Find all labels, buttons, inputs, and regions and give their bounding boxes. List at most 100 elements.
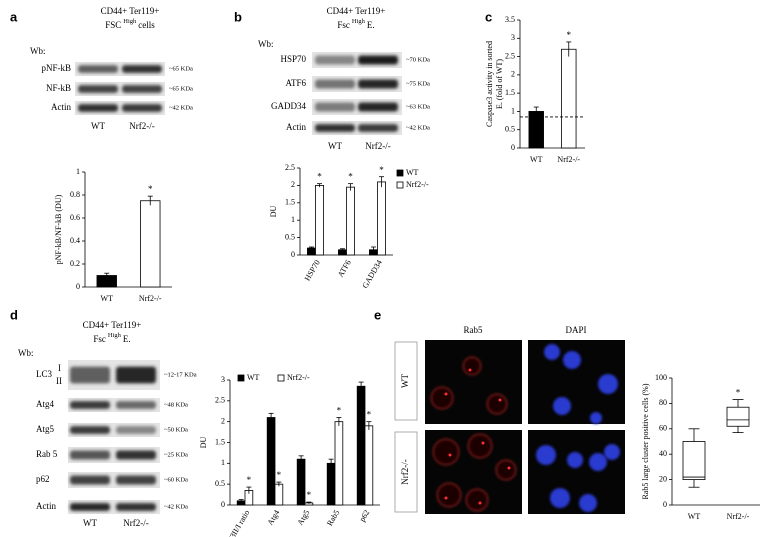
y-tick-label: 20 bbox=[659, 474, 667, 483]
blot-row-label: NF-kB bbox=[46, 83, 71, 93]
box bbox=[682, 441, 706, 480]
dapi-nucleus bbox=[590, 412, 602, 424]
blot-band bbox=[70, 475, 110, 485]
blot-row-label: Actin bbox=[286, 122, 306, 132]
blot-kda-label: ~42 KDa bbox=[406, 124, 430, 131]
y-tick-label: 2 bbox=[221, 416, 225, 425]
y-tick-label: 3.5 bbox=[505, 15, 515, 24]
blot-kda-label: ~75 KDa bbox=[406, 80, 430, 87]
bar bbox=[140, 200, 161, 288]
y-tick-label: 80 bbox=[659, 398, 667, 407]
dapi-nucleus bbox=[579, 494, 597, 512]
blot-band bbox=[315, 55, 355, 65]
bar bbox=[315, 184, 324, 256]
x-tick-label: Atg5 bbox=[296, 508, 312, 526]
legend-label: Nrf2-/- bbox=[406, 180, 429, 189]
header-line: CD44+ Ter119+ bbox=[101, 6, 160, 16]
y-tick-label: 1.5 bbox=[505, 88, 515, 97]
rab5-cell bbox=[432, 438, 460, 466]
x-tick-label: ATF6 bbox=[336, 258, 353, 278]
significance-marker: * bbox=[736, 388, 741, 398]
channel-label: DAPI bbox=[565, 325, 586, 335]
blot-row-label: ATF6 bbox=[285, 78, 306, 88]
blot-row-label: Actin bbox=[51, 102, 71, 112]
y-axis-label: Caspase3 activity in sorted bbox=[485, 41, 494, 127]
lane-label: Nrf2-/- bbox=[129, 121, 155, 131]
blot-kda-label: ~48 KDa bbox=[164, 401, 188, 408]
dapi-nucleus bbox=[550, 488, 570, 508]
legend-label: Nrf2-/- bbox=[287, 373, 310, 382]
header-text: FSC bbox=[105, 20, 121, 30]
panel-letter: a bbox=[10, 9, 18, 24]
rab5-cluster bbox=[444, 392, 448, 396]
significance-marker: * bbox=[337, 406, 342, 416]
bar bbox=[334, 421, 344, 506]
blot-band bbox=[78, 85, 118, 93]
x-tick-label: Rab5 bbox=[325, 508, 341, 527]
x-tick-label: GADD34 bbox=[360, 258, 383, 289]
rab5-cluster bbox=[478, 501, 482, 505]
lc3-form-label: II bbox=[56, 376, 62, 386]
significance-marker: * bbox=[277, 470, 282, 480]
y-tick-label: 40 bbox=[659, 449, 667, 458]
wb-label: Wb: bbox=[258, 39, 274, 49]
blot-kda-label: ~65 KDa bbox=[169, 65, 193, 72]
blot-band bbox=[122, 104, 162, 112]
y-tick-label: 2.5 bbox=[215, 396, 225, 405]
significance-marker: * bbox=[247, 475, 252, 485]
y-tick-label: 1 bbox=[511, 106, 515, 115]
significance-marker: * bbox=[307, 490, 312, 500]
blot-kda-label: ~25 KDa bbox=[164, 451, 188, 458]
blot-kda-label: ~50 KDa bbox=[164, 426, 188, 433]
rab5-cell bbox=[467, 433, 493, 459]
header-superscript: High bbox=[123, 18, 137, 25]
blot-kda-label: ~42 KDa bbox=[164, 503, 188, 510]
y-tick-label: 0.5 bbox=[285, 232, 295, 241]
header-superscript: High bbox=[108, 332, 122, 339]
rab5-cluster bbox=[498, 398, 502, 402]
y-tick-label: 3 bbox=[511, 33, 515, 42]
bar bbox=[364, 425, 374, 506]
blot-row-label: pNF-kB bbox=[41, 63, 71, 73]
blot-band bbox=[116, 426, 156, 434]
wb-label: Wb: bbox=[18, 348, 34, 358]
rab5-cluster bbox=[507, 466, 511, 470]
y-tick-label: 2.5 bbox=[505, 51, 515, 60]
rab5-cell bbox=[486, 393, 508, 415]
blot-kda-label: ~42 KDa bbox=[169, 104, 193, 111]
bar bbox=[266, 417, 276, 506]
blot-band bbox=[122, 85, 162, 93]
y-tick-label: 1.5 bbox=[215, 437, 225, 446]
bar bbox=[561, 48, 577, 149]
rab5-cluster bbox=[444, 496, 448, 500]
x-tick-label: Atg4 bbox=[266, 508, 282, 526]
blot-band bbox=[116, 401, 156, 409]
x-tick-label: WT bbox=[101, 294, 114, 303]
legend-swatch bbox=[237, 374, 245, 382]
rab5-cluster bbox=[448, 453, 452, 457]
significance-marker: * bbox=[379, 165, 384, 175]
box bbox=[726, 406, 750, 427]
dapi-nucleus bbox=[544, 344, 560, 360]
lane-label: WT bbox=[328, 141, 342, 151]
x-tick-label: Nrf2-/- bbox=[139, 294, 162, 303]
dapi-nucleus bbox=[567, 452, 583, 468]
x-tick-label: p62 bbox=[358, 508, 372, 523]
header-line: CD44+ Ter119+ bbox=[83, 320, 142, 330]
y-tick-label: 0 bbox=[221, 500, 225, 509]
x-tick-label: WT bbox=[688, 512, 701, 521]
blot-row-label: Actin bbox=[36, 501, 56, 511]
x-tick-label: Nrf2-/- bbox=[557, 155, 580, 164]
y-axis-label: E. (fold of WT) bbox=[495, 59, 504, 109]
blot-band bbox=[116, 366, 156, 384]
bar bbox=[274, 483, 284, 506]
rab5-cluster bbox=[468, 368, 472, 372]
blot-kda-label: ~12-17 KDa bbox=[164, 371, 197, 378]
rab5-cell bbox=[436, 482, 462, 508]
micrograph bbox=[528, 430, 625, 514]
blot-row-label: LC3 bbox=[36, 369, 53, 379]
y-tick-label: 2 bbox=[511, 70, 515, 79]
lane-label: Nrf2-/- bbox=[365, 141, 391, 151]
y-tick-label: 2.5 bbox=[285, 163, 295, 172]
